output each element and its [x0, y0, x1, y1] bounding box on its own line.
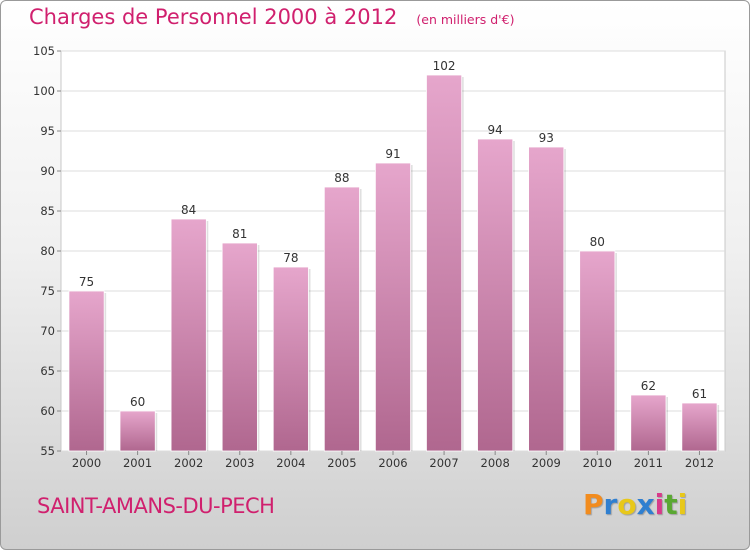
- y-tick-label: 70: [40, 324, 55, 338]
- logo-letter: o: [617, 488, 637, 521]
- title-row: Charges de Personnel 2000 à 2012 (en mil…: [29, 5, 514, 29]
- x-tick-label: 2004: [276, 456, 305, 470]
- logo-letter: P: [583, 488, 604, 521]
- x-axis: 2000 2001 2002 2003 2004 2005 2006 2007 2008 2009…: [72, 451, 714, 470]
- bar[interactable]: [68, 290, 105, 452]
- bar[interactable]: [119, 410, 156, 452]
- data-label: 62: [641, 379, 656, 393]
- chart-title: Charges de Personnel 2000 à 2012: [29, 5, 398, 29]
- data-label: 61: [692, 387, 707, 401]
- bar[interactable]: [630, 394, 667, 452]
- bar[interactable]: [477, 138, 514, 452]
- y-tick-label: 85: [40, 204, 55, 218]
- logo-letter: i: [654, 488, 665, 521]
- y-tick-label: 90: [40, 164, 55, 178]
- bar[interactable]: [374, 162, 412, 452]
- data-label: 60: [130, 395, 145, 409]
- bar[interactable]: [528, 146, 565, 452]
- y-tick-label: 95: [40, 124, 55, 138]
- x-tick-label: 2003: [225, 456, 254, 470]
- x-tick-label: 2001: [123, 456, 152, 470]
- bar[interactable]: [323, 186, 360, 452]
- data-label: 84: [181, 203, 196, 217]
- x-tick-label: 2012: [685, 456, 714, 470]
- chart-subtitle: (en milliers d'€): [416, 12, 515, 27]
- proxiti-logo[interactable]: Proxiti: [583, 488, 687, 521]
- data-labels: 75 60 84 81 78 88 91 102 94 93 80 62 61: [79, 59, 707, 409]
- bar[interactable]: [272, 266, 309, 452]
- bar[interactable]: [681, 402, 718, 452]
- x-tick-label: 2010: [583, 456, 612, 470]
- data-label: 81: [232, 227, 247, 241]
- data-label: 75: [79, 275, 94, 289]
- x-tick-label: 2007: [429, 456, 458, 470]
- x-tick-label: 2008: [481, 456, 510, 470]
- x-tick-label: 2006: [378, 456, 407, 470]
- data-label: 88: [334, 171, 349, 185]
- logo-letter: r: [603, 488, 618, 521]
- logo-letter: i: [677, 488, 688, 521]
- bar[interactable]: [170, 218, 207, 452]
- y-tick-label: 55: [40, 444, 55, 458]
- commune-name: SAINT-AMANS-DU-PECH: [37, 494, 275, 518]
- data-label: 94: [488, 123, 503, 137]
- x-tick-label: 2005: [327, 456, 356, 470]
- logo-letter: x: [636, 488, 655, 521]
- y-tick-label: 105: [33, 44, 55, 58]
- y-tick-label: 80: [40, 244, 55, 258]
- y-tick-label: 65: [40, 364, 55, 378]
- bars: [68, 74, 720, 452]
- x-tick-label: 2011: [634, 456, 663, 470]
- y-axis: 55 60 65 70 75 80 85 90 95 100 105: [33, 44, 61, 458]
- data-label: 102: [433, 59, 456, 73]
- x-tick-label: 2009: [532, 456, 561, 470]
- logo-letter: t: [664, 488, 678, 521]
- data-label: 93: [539, 131, 554, 145]
- data-label: 80: [590, 235, 605, 249]
- y-tick-label: 60: [40, 404, 55, 418]
- x-tick-label: 2000: [72, 456, 101, 470]
- bar[interactable]: [579, 250, 616, 452]
- data-label: 91: [385, 147, 400, 161]
- bar[interactable]: [221, 242, 258, 452]
- y-tick-label: 75: [40, 284, 55, 298]
- bar[interactable]: [426, 74, 463, 452]
- data-label: 78: [283, 251, 298, 265]
- y-tick-label: 100: [33, 84, 55, 98]
- x-tick-label: 2002: [174, 456, 203, 470]
